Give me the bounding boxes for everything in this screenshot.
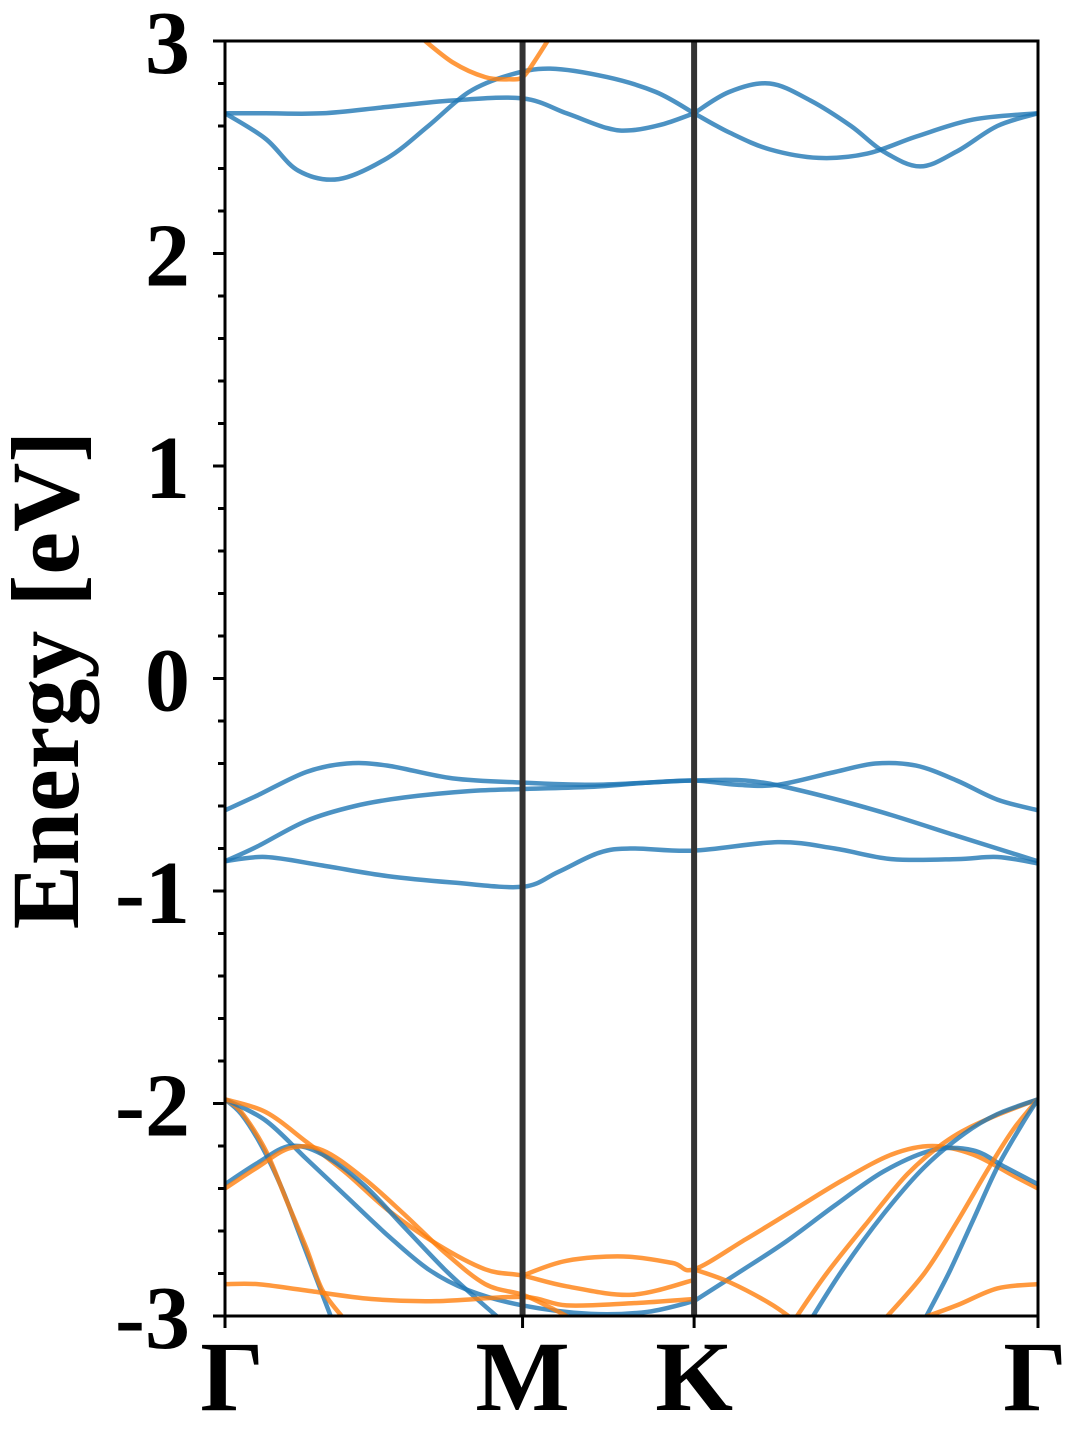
- band-line-blue-2: [691, 81, 1038, 169]
- band-line-blue-5: [225, 777, 1038, 864]
- band-line-orange-9: [225, 1097, 345, 1316]
- band-line-orange-17: [691, 1267, 793, 1316]
- band-lines: [225, 41, 1038, 1316]
- x-tick-label-1: M: [475, 1321, 569, 1432]
- y-tick-label: 3: [145, 0, 190, 93]
- x-tick-label-0: Γ: [200, 1321, 264, 1432]
- band-line-orange-20: [884, 1097, 1038, 1316]
- band-line-orange-22: [921, 1281, 1038, 1316]
- band-line-blue-3: [691, 111, 1038, 161]
- kpoint-separators: [519, 41, 698, 1316]
- band-line-orange-7: [421, 41, 551, 82]
- band-line-blue-0: [225, 95, 697, 133]
- band-line-blue-1: [225, 66, 697, 182]
- band-line-blue-12: [225, 1143, 500, 1316]
- y-tick-label: 2: [145, 207, 190, 306]
- x-tick-label-2: K: [655, 1321, 733, 1432]
- y-axis-label: Energy [eV]: [0, 431, 99, 930]
- band-line-blue-6: [225, 839, 1038, 890]
- band-line-orange-14: [225, 1281, 697, 1308]
- y-tick-label: -1: [115, 844, 190, 943]
- y-tick-label: -2: [115, 1057, 190, 1156]
- y-tick-label: -3: [115, 1269, 190, 1368]
- band-line-orange-15: [520, 1143, 1038, 1278]
- band-line-blue-16: [691, 1145, 1038, 1304]
- x-tick-label-3: Γ: [1003, 1321, 1067, 1432]
- band-line-blue-19: [810, 1097, 1038, 1316]
- band-line-blue-21: [923, 1097, 1038, 1316]
- y-tick-label: 1: [145, 419, 190, 518]
- y-tick-label: 0: [145, 632, 190, 731]
- y-axis-ticks: 3 2 1 0 -1 -2 -3: [115, 0, 225, 1368]
